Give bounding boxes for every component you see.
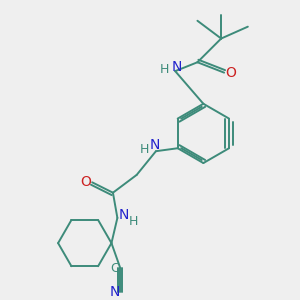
Text: O: O xyxy=(80,175,91,189)
Text: N: N xyxy=(172,60,182,74)
Text: H: H xyxy=(140,143,149,156)
Text: N: N xyxy=(149,138,160,152)
Text: H: H xyxy=(129,215,138,228)
Text: N: N xyxy=(110,285,120,299)
Text: N: N xyxy=(119,208,129,222)
Text: O: O xyxy=(225,66,236,80)
Text: C: C xyxy=(111,262,119,275)
Text: H: H xyxy=(160,63,170,76)
